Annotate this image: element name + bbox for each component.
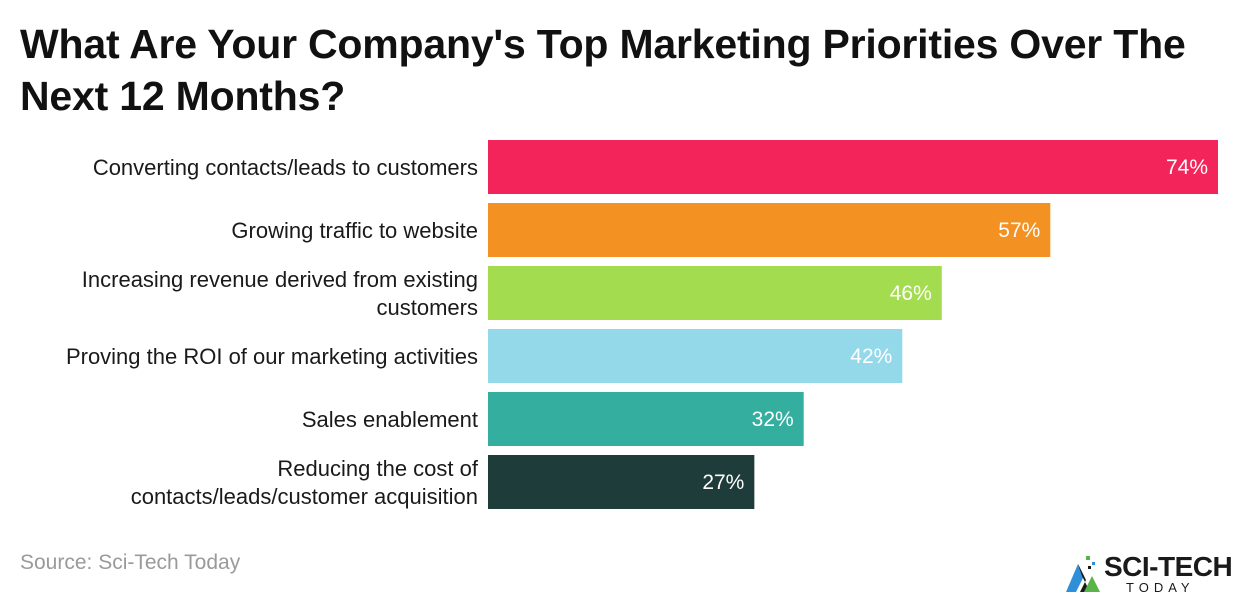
bar-value-label: 57% bbox=[998, 219, 1040, 242]
logo-main-text: SCI-TECH bbox=[1104, 551, 1233, 582]
source-note: Source: Sci-Tech Today bbox=[20, 551, 241, 574]
bar-4 bbox=[488, 329, 903, 383]
bar-5 bbox=[488, 392, 804, 446]
bar-value-label: 74% bbox=[1166, 156, 1208, 179]
bar-6 bbox=[488, 455, 755, 509]
bar-2 bbox=[488, 203, 1051, 257]
category-label: Reducing the cost of bbox=[277, 456, 478, 481]
chart-title: What Are Your Company's Top Marketing Pr… bbox=[20, 21, 1186, 119]
bar-3 bbox=[488, 266, 942, 320]
logo-mark-icon bbox=[1066, 556, 1100, 592]
category-label: Proving the ROI of our marketing activit… bbox=[66, 344, 478, 369]
category-label: Growing traffic to website bbox=[231, 218, 478, 243]
category-label: Increasing revenue derived from existing bbox=[82, 267, 478, 292]
bar-value-label: 32% bbox=[752, 408, 794, 431]
category-label: customers bbox=[377, 295, 478, 320]
logo-sub-text: TODAY bbox=[1126, 580, 1195, 595]
sci-tech-logo: SCI-TECH TODAY bbox=[1064, 550, 1240, 596]
category-label: contacts/leads/customer acquisition bbox=[131, 484, 478, 509]
bar-value-label: 27% bbox=[702, 471, 744, 494]
bar-1 bbox=[488, 140, 1218, 194]
bar-value-label: 42% bbox=[850, 345, 892, 368]
category-label: Sales enablement bbox=[302, 407, 478, 432]
category-label: Converting contacts/leads to customers bbox=[93, 155, 478, 180]
bar-value-label: 46% bbox=[890, 282, 932, 305]
